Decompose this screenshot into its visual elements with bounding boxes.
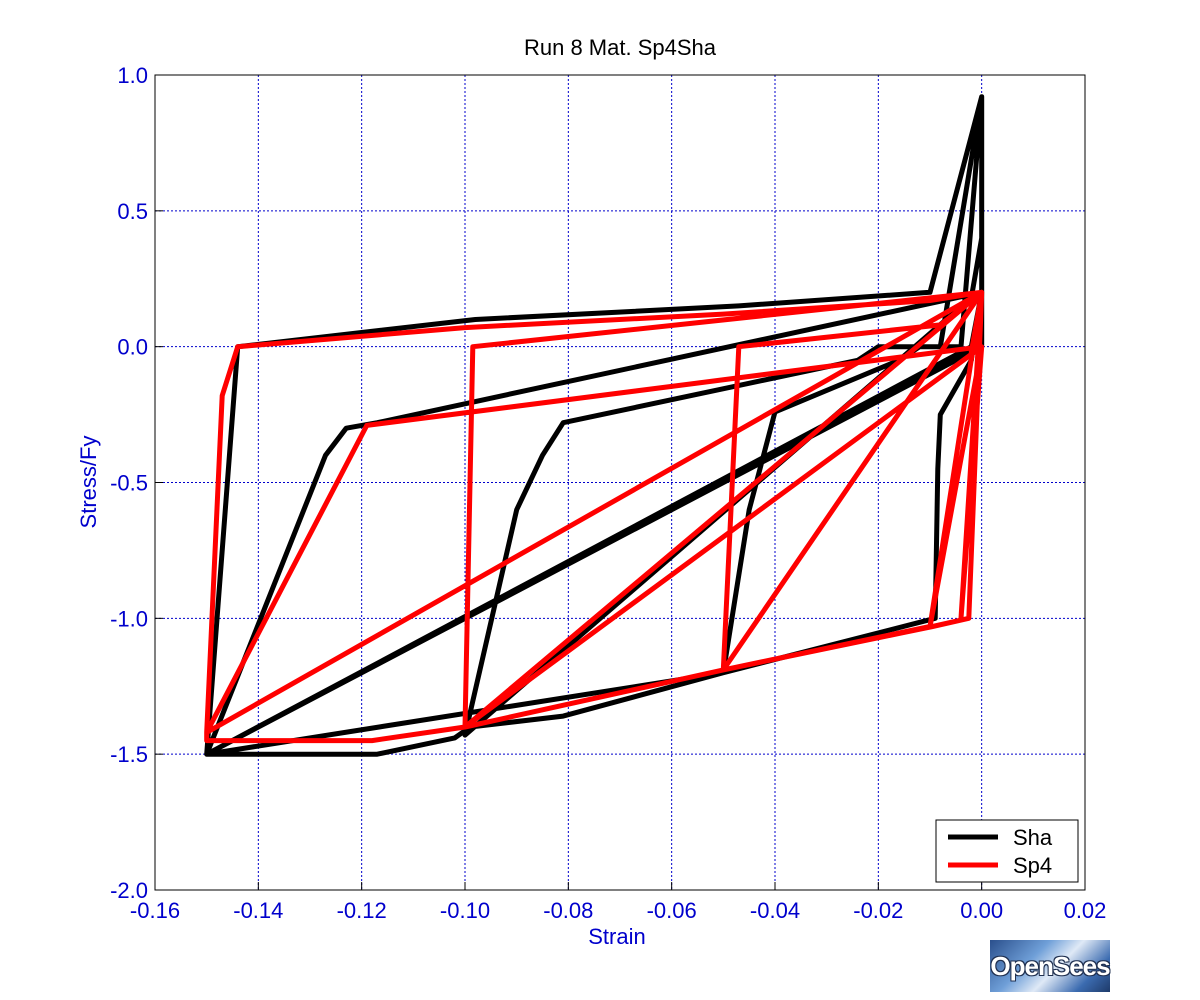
- chart-title: Run 8 Mat. Sp4Sha: [524, 35, 717, 60]
- legend: Sha Sp4: [935, 819, 1079, 883]
- y-tick-label: -1.5: [110, 742, 148, 767]
- legend-box: [935, 819, 1079, 883]
- x-tick-label: -0.06: [647, 898, 697, 923]
- legend-label-sha: Sha: [1013, 825, 1053, 850]
- x-tick-label: -0.10: [440, 898, 490, 923]
- plot-frame: [154, 74, 1086, 891]
- x-tick-label: -0.16: [130, 898, 180, 923]
- y-tick-label: -0.5: [110, 471, 148, 496]
- y-tick-label: -2.0: [110, 878, 148, 903]
- tick-labels: -0.16 -0.14 -0.12 -0.10 -0.08 -0.06 -0.04 -0.02…: [110, 63, 1106, 923]
- series-line-sp4: [204, 289, 985, 744]
- x-tick-label: -0.12: [337, 898, 387, 923]
- x-tick-label: 0.00: [960, 898, 1003, 923]
- series-layer: [204, 94, 985, 757]
- x-tick-label: -0.04: [750, 898, 800, 923]
- y-axis-label: Stress/Fy: [76, 436, 101, 529]
- logo-text: OpenSees: [990, 950, 1110, 981]
- legend-label-sp4: Sp4: [1013, 853, 1052, 878]
- opensees-logo: OpenSees: [990, 940, 1111, 992]
- x-tick-label: 0.02: [1064, 898, 1107, 923]
- x-axis-label: Strain: [588, 924, 645, 949]
- y-tick-label: 1.0: [117, 63, 148, 88]
- x-tick-label: -0.14: [233, 898, 283, 923]
- y-tick-label: 0.0: [117, 335, 148, 360]
- y-tick-label: -1.0: [110, 606, 148, 631]
- y-tick-label: 0.5: [117, 199, 148, 224]
- x-tick-label: -0.08: [543, 898, 593, 923]
- x-tick-label: -0.02: [853, 898, 903, 923]
